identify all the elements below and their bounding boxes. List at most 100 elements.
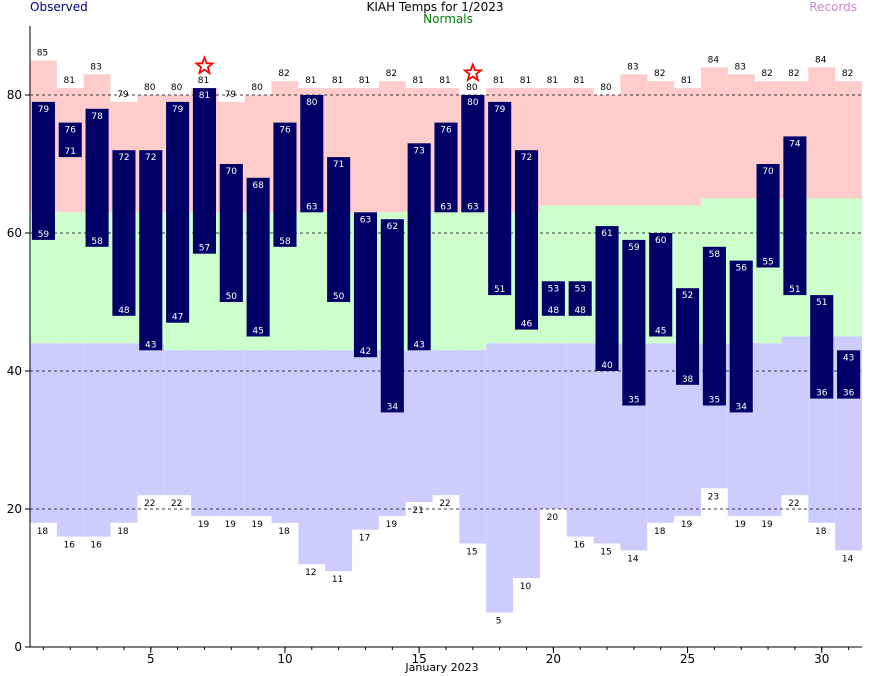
- record-low-band: [539, 343, 567, 509]
- observed-bar: [434, 122, 458, 213]
- observed-low-label: 55: [762, 258, 773, 268]
- record-low-label: 18: [37, 527, 49, 537]
- x-tick-label: 15: [412, 652, 427, 666]
- record-low-band: [781, 336, 809, 496]
- x-tick-label: 10: [277, 652, 292, 666]
- normal-band: [566, 205, 594, 344]
- record-low-band: [405, 350, 433, 503]
- observed-high-label: 76: [279, 126, 291, 136]
- record-high-band: [674, 88, 701, 206]
- record-low-band: [244, 350, 272, 516]
- record-low-label: 19: [198, 520, 210, 530]
- record-star-icon: [193, 55, 215, 76]
- record-low-label: 19: [761, 520, 773, 530]
- observed-high-label: 72: [145, 153, 156, 163]
- observed-high-label: 79: [38, 105, 50, 115]
- record-high-label: 82: [761, 69, 772, 79]
- record-low-label: 16: [90, 541, 102, 551]
- observed-bar: [541, 281, 565, 316]
- observed-bar: [139, 150, 163, 351]
- observed-high-label: 43: [843, 353, 854, 363]
- observed-bar: [756, 164, 780, 268]
- observed-low-label: 45: [655, 327, 666, 337]
- record-low-band: [647, 343, 675, 523]
- observed-high-label: 53: [548, 284, 559, 294]
- record-low-band: [110, 343, 138, 523]
- observed-high-label: 76: [65, 126, 77, 136]
- record-low-band: [191, 350, 218, 516]
- observed-high-label: 59: [628, 243, 640, 253]
- record-high-label: 82: [788, 69, 799, 79]
- record-low-band: [459, 350, 487, 544]
- record-low-band: [271, 350, 299, 523]
- observed-bar: [192, 88, 216, 254]
- record-high-label: 81: [359, 76, 370, 86]
- observed-high-label: 74: [789, 139, 801, 149]
- observed-high-label: 72: [118, 153, 129, 163]
- observed-low-label: 36: [816, 389, 828, 399]
- normal-band: [56, 212, 84, 344]
- record-high-label: 81: [332, 76, 343, 86]
- observed-low-label: 34: [387, 402, 399, 412]
- observed-low-label: 43: [145, 340, 156, 350]
- observed-high-label: 53: [574, 284, 585, 294]
- record-high-band: [727, 74, 755, 199]
- observed-bar: [702, 246, 726, 406]
- observed-bar: [58, 122, 82, 158]
- observed-bar: [568, 281, 592, 316]
- record-high-label: 83: [90, 62, 101, 72]
- record-high-label: 80: [251, 83, 263, 93]
- observed-high-label: 78: [91, 112, 103, 122]
- record-high-label: 81: [681, 76, 692, 86]
- observed-low-label: 59: [38, 230, 50, 240]
- observed-high-label: 81: [199, 91, 210, 101]
- record-low-band: [217, 350, 245, 516]
- record-high-label: 84: [815, 55, 827, 65]
- record-high-label: 82: [842, 69, 853, 79]
- record-low-band: [432, 350, 460, 496]
- record-low-band: [325, 350, 353, 572]
- record-low-label: 12: [305, 568, 316, 578]
- record-high-band: [378, 81, 406, 213]
- observed-high-label: 61: [601, 229, 612, 239]
- x-tick-label: 30: [814, 652, 829, 666]
- observed-high-label: 56: [735, 264, 747, 274]
- record-high-label: 81: [412, 76, 423, 86]
- observed-bar: [219, 164, 243, 302]
- observed-low-label: 40: [601, 361, 613, 371]
- record-high-band: [808, 67, 836, 199]
- record-low-band: [56, 343, 84, 537]
- record-low-band: [754, 343, 782, 516]
- record-high-label: 81: [64, 76, 75, 86]
- observed-low-label: 58: [91, 237, 103, 247]
- observed-low-label: 46: [521, 320, 533, 330]
- observed-low-label: 48: [548, 306, 560, 316]
- record-high-label: 79: [117, 90, 129, 100]
- normal-band: [835, 198, 862, 337]
- observed-bar: [112, 150, 136, 316]
- observed-bar: [327, 157, 351, 302]
- observed-high-label: 58: [709, 250, 721, 260]
- record-high-band: [700, 67, 728, 199]
- record-low-band: [137, 343, 165, 496]
- legend-records: Records: [809, 0, 857, 14]
- observed-high-label: 79: [494, 105, 506, 115]
- observed-bar: [300, 95, 324, 213]
- record-low-label: 10: [520, 582, 532, 592]
- record-high-label: 80: [171, 83, 183, 93]
- observed-low-label: 42: [360, 347, 371, 357]
- observed-low-label: 71: [65, 147, 76, 157]
- record-high-label: 81: [198, 76, 209, 86]
- observed-high-label: 73: [413, 146, 424, 156]
- record-high-label: 80: [600, 83, 612, 93]
- record-high-band: [539, 88, 567, 206]
- observed-low-label: 51: [494, 285, 505, 295]
- observed-low-label: 63: [467, 202, 478, 212]
- record-high-label: 82: [278, 69, 289, 79]
- record-high-label: 81: [547, 76, 558, 86]
- record-high-label: 84: [708, 55, 720, 65]
- y-tick-label: 20: [7, 502, 22, 516]
- record-low-label: 22: [439, 499, 450, 509]
